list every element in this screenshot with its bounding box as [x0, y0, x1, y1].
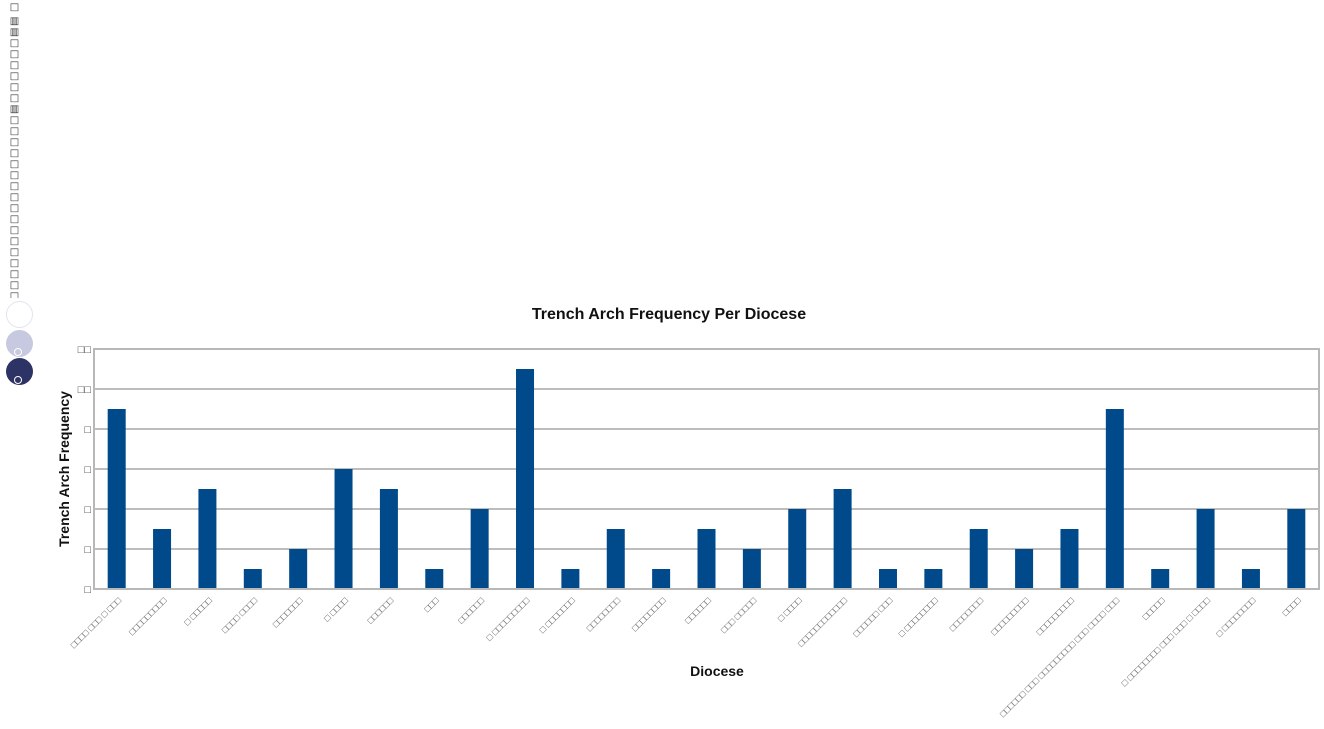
- bar[interactable]: [1151, 569, 1170, 589]
- x-tick-label: □□□□□□: [683, 595, 714, 626]
- bar[interactable]: [742, 549, 761, 589]
- x-tick-label: □□□□□□□□□□□□: [796, 595, 850, 649]
- bar[interactable]: [379, 489, 398, 589]
- x-tick-label: □□□□□□□: [271, 595, 305, 629]
- dot-ring-icon: [14, 376, 22, 384]
- legend-dot-navy[interactable]: [6, 358, 33, 385]
- bar[interactable]: [561, 569, 580, 589]
- y-axis-title: Trench Arch Frequency: [56, 391, 72, 547]
- x-tick-label: □□□□□: [1140, 595, 1167, 622]
- bar[interactable]: [289, 549, 308, 589]
- bar[interactable]: [470, 509, 489, 589]
- bar[interactable]: [425, 569, 444, 589]
- x-tick-label: □□□: [422, 595, 441, 614]
- x-tick-label: □□□□□□ □□□: [851, 595, 895, 639]
- bar[interactable]: [924, 569, 943, 589]
- dot-ring-icon: [14, 348, 22, 356]
- x-tick-label: □□□□□□□□: [947, 595, 985, 633]
- x-tick-label: □ □□□□□□□: [537, 595, 577, 635]
- y-axis-ticks: □□□□□□□□□: [78, 344, 92, 596]
- bars: [107, 369, 1306, 589]
- x-axis-title: Diocese: [690, 663, 744, 679]
- bar[interactable]: [1105, 409, 1124, 589]
- bar[interactable]: [788, 509, 807, 589]
- gridlines: [94, 388, 1319, 550]
- bar[interactable]: [1015, 549, 1034, 589]
- bar[interactable]: [969, 529, 988, 589]
- x-tick-label: □ □□□□□□□□ □□□ □□□ □ □□□□: [1119, 595, 1212, 688]
- bar[interactable]: [878, 569, 897, 589]
- x-tick-label: □□□ □□□□□: [719, 595, 759, 635]
- x-tick-label: □□□□□□□□: [630, 595, 668, 633]
- bar[interactable]: [198, 489, 217, 589]
- x-tick-label: □□□□: [1280, 595, 1303, 618]
- x-tick-label: □□□□□□□□□: [1034, 595, 1076, 637]
- x-tick-label: □□□□□□: [365, 595, 396, 626]
- y-tick-label: □□: [78, 384, 92, 396]
- x-tick-label: □ □□□□□: [182, 595, 214, 627]
- bar[interactable]: [1196, 509, 1215, 589]
- y-tick-label: □: [84, 424, 91, 436]
- bar[interactable]: [606, 529, 625, 589]
- bar[interactable]: [107, 409, 126, 589]
- x-tick-label: □ □□□□□□□□: [1214, 595, 1258, 639]
- bar[interactable]: [334, 469, 353, 589]
- bar[interactable]: [1287, 509, 1306, 589]
- y-tick-label: □: [84, 544, 91, 556]
- x-tick-label: □ □□□□: [322, 595, 350, 623]
- x-tick-label: □ □□□□□□□□: [896, 595, 940, 639]
- legend-dot-lavender[interactable]: [6, 330, 33, 357]
- chart-title: Trench Arch Frequency Per Diocese: [532, 306, 806, 323]
- sidebar-text: □ ▥▥□□□□□□▥□□□□□□□□□□□□□□□□□□□□□□□□□□□□□…: [1, 2, 19, 298]
- y-tick-label: □□: [78, 344, 92, 356]
- bar[interactable]: [697, 529, 716, 589]
- x-axis-ticks: □□□□ □□□ □ □□□ □□□□□□□□□ □ □□□□□ □□□□ □□□□ □…: [68, 595, 1303, 719]
- plot-area-frame: [93, 348, 1320, 590]
- x-tick-label: □□□□□□□□: [584, 595, 622, 633]
- bar[interactable]: [833, 489, 852, 589]
- y-tick-label: □: [84, 464, 91, 476]
- bar[interactable]: [652, 569, 671, 589]
- bar[interactable]: [1060, 529, 1079, 589]
- bar[interactable]: [1241, 569, 1260, 589]
- x-tick-label: □ □□□□□□□□□: [484, 595, 532, 643]
- bar[interactable]: [516, 369, 535, 589]
- legend-dot-white[interactable]: [6, 301, 33, 328]
- x-tick-label: □ □□□□: [776, 595, 804, 623]
- x-tick-label: □□□□ □□□ □ □□□: [68, 595, 123, 650]
- x-tick-label: □□□□□□□□□: [127, 595, 169, 637]
- bar[interactable]: [243, 569, 262, 589]
- y-tick-label: □: [84, 504, 91, 516]
- x-tick-label: □□□□ □□□□: [220, 595, 260, 635]
- x-tick-label: □□□□□□□□□: [989, 595, 1031, 637]
- y-tick-label: □: [84, 584, 91, 596]
- bar[interactable]: [153, 529, 172, 589]
- x-tick-label: □□□□□□: [456, 595, 487, 626]
